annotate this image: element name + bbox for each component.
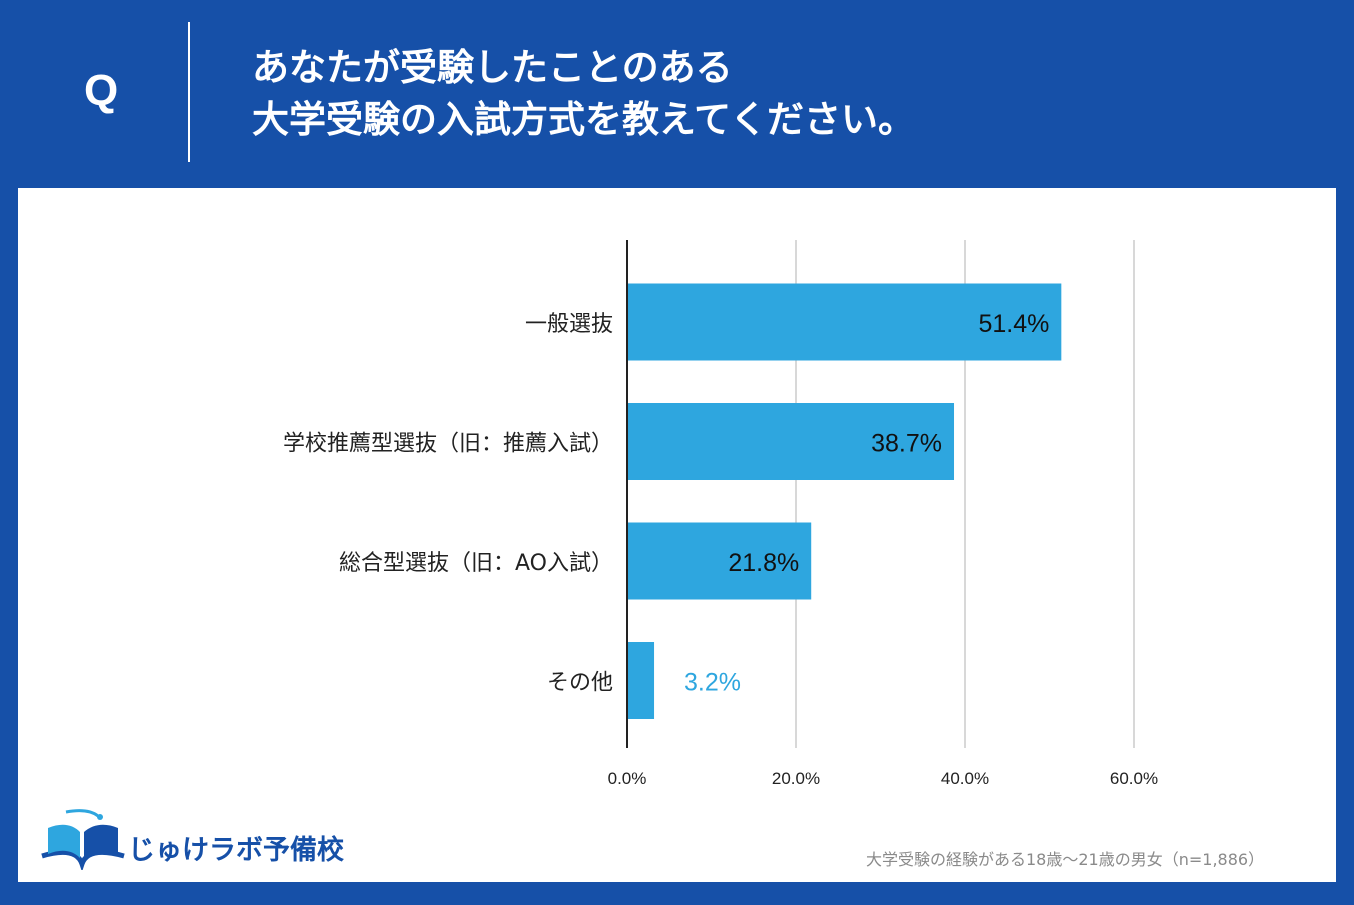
question-title: あなたが受験したことのある 大学受験の入試方式を教えてください。 [252, 42, 915, 146]
data-label: 21.8% [728, 549, 799, 577]
question-label: Q [84, 66, 119, 115]
data-label: 38.7% [871, 430, 942, 458]
sample-note: 大学受験の経験がある18歳〜21歳の男女（n=1,886） [866, 850, 1265, 869]
category-label: 学校推薦型選抜（旧：推薦入試） [283, 432, 613, 457]
x-tick-label: 0.0% [608, 769, 647, 788]
bar-chart: 0.0% 20.0% 40.0% 60.0% 一般選抜 51.4% 学校推薦型選抜（旧：推薦… [283, 240, 1158, 788]
brand-name: じゅけラボ予備校 [128, 835, 344, 866]
x-tick-label: 60.0% [1110, 769, 1158, 788]
bar [627, 522, 812, 600]
book-logo-icon [41, 809, 125, 870]
category-label: その他 [547, 671, 613, 696]
bar [627, 642, 655, 719]
category-label: 一般選抜 [525, 312, 613, 337]
question-title-line-1: あなたが受験したことのある [252, 46, 733, 89]
chart-panel: 0.0% 20.0% 40.0% 60.0% 一般選抜 51.4% 学校推薦型選抜（旧：推薦… [18, 188, 1336, 882]
x-tick-label: 20.0% [772, 769, 820, 788]
category-label: 総合型選抜（旧：AO入試） [339, 551, 613, 576]
bar [627, 283, 1062, 361]
header-divider [188, 22, 190, 162]
bar [627, 403, 955, 480]
data-label: 3.2% [684, 669, 741, 697]
x-tick-label: 40.0% [941, 769, 989, 788]
data-label: 51.4% [978, 310, 1049, 338]
question-title-line-2: 大学受験の入試方式を教えてください。 [252, 98, 916, 141]
